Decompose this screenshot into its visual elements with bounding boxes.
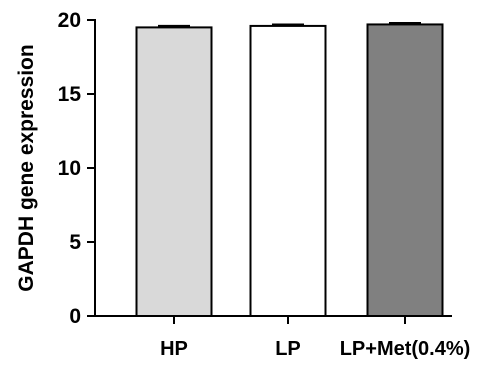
y-tick-label: 20 (58, 9, 81, 32)
bar-lp-met-0-4 (366, 23, 444, 317)
y-tick-label: 10 (58, 157, 81, 180)
bar-hp (135, 26, 213, 318)
labels-layer: HP LP LP+Met(0.4%) 0 5 10 15 20 (58, 9, 471, 360)
category-label: HP (160, 338, 188, 360)
axis-layer (87, 19, 452, 324)
y-axis-title: GAPDH gene expression (15, 44, 38, 291)
bars-layer (135, 23, 444, 318)
error-bar (158, 24, 190, 28)
y-tick-label: 15 (58, 83, 82, 106)
category-label: LP+Met(0.4%) (340, 338, 471, 360)
y-tick-label: 5 (69, 231, 81, 254)
y-tick-label: 0 (69, 305, 81, 328)
error-bar (389, 21, 421, 25)
error-bar (272, 23, 304, 26)
error-bars-layer (158, 21, 421, 28)
bar-lp (249, 24, 327, 317)
category-label: LP (275, 338, 301, 360)
